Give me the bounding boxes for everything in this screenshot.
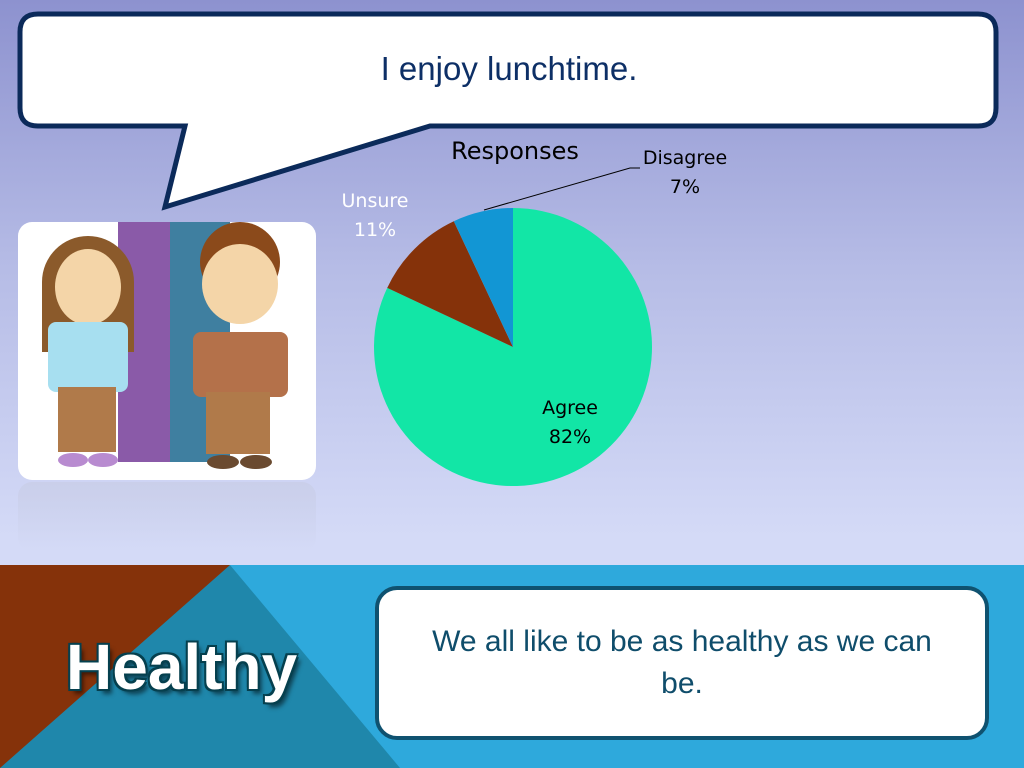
- speech-bubble: [17, 11, 999, 211]
- chart-title: Responses: [451, 137, 579, 165]
- children-illustration: [18, 222, 316, 480]
- label-agree-value: 82%: [548, 426, 592, 448]
- label-disagree-name: Disagree: [642, 147, 728, 169]
- label-agree: Agree 82%: [520, 394, 620, 452]
- label-unsure: Unsure 11%: [325, 187, 425, 245]
- label-disagree-value: 7%: [669, 176, 701, 198]
- category-title: Healthy: [66, 631, 298, 703]
- disagree-leader-line: [483, 167, 640, 211]
- pie-slice-unsure: [387, 221, 513, 347]
- label-disagree: Disagree 7%: [630, 144, 740, 202]
- label-unsure-name: Unsure: [341, 190, 409, 212]
- message-text: We all like to be as healthy as we can b…: [432, 625, 932, 700]
- label-unsure-value: 11%: [353, 219, 397, 241]
- illustration-reflection: [18, 482, 316, 552]
- question-text: I enjoy lunchtime.: [380, 50, 638, 87]
- message-box: We all like to be as healthy as we can b…: [375, 586, 989, 740]
- label-agree-name: Agree: [542, 397, 598, 419]
- pie-chart: [374, 167, 653, 486]
- pie-slice-disagree: [453, 208, 513, 347]
